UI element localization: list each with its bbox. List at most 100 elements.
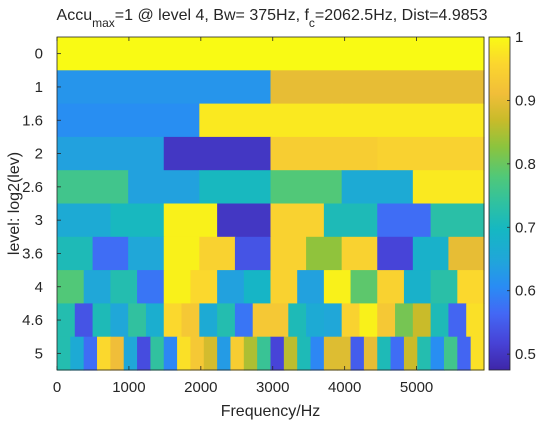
heatmap-cell: [430, 203, 485, 238]
colorbar-tick-label: 0.9: [515, 92, 536, 109]
heatmap-cell: [403, 270, 432, 304]
heatmap-cell: [270, 203, 325, 238]
y-tick-label: 2.6: [22, 179, 43, 196]
heatmap-cell: [412, 236, 450, 271]
colorbar-tick-label: 0.7: [515, 219, 536, 236]
heatmap-cell: [390, 336, 405, 371]
heatmap-cell: [466, 303, 485, 338]
heatmap-cell: [57, 170, 129, 205]
heatmap-cell: [337, 336, 352, 371]
heatmap-cell: [443, 336, 458, 371]
x-tick-label: 4000: [328, 379, 361, 396]
heatmap-cell: [217, 303, 236, 338]
heatmap-cell: [203, 336, 218, 371]
heatmap-cell: [270, 236, 307, 271]
heatmap-cell: [341, 303, 361, 338]
heatmap-cell: [448, 236, 485, 271]
heatmap-cell: [128, 303, 147, 338]
heatmap-cell: [199, 303, 218, 338]
heatmap-cell: [190, 270, 218, 304]
heatmap-cell: [377, 136, 485, 171]
heatmap-cell: [430, 303, 450, 338]
heatmap-cell: [323, 303, 343, 338]
heatmap-cell: [83, 270, 111, 304]
heatmap-cell: [57, 336, 71, 371]
heatmap-cell: [128, 236, 165, 271]
heatmap-cell: [123, 336, 138, 371]
heatmap-cell: [417, 336, 432, 371]
heatmap-cell: [150, 336, 165, 371]
heatmap-cell: [297, 336, 312, 371]
heatmap-cell: [92, 303, 111, 338]
heatmap-cell: [57, 103, 200, 138]
heatmap-cell: [57, 70, 272, 105]
heatmap-cell: [110, 303, 129, 338]
heatmap-cell: [457, 270, 485, 304]
heatmap-cell: [92, 236, 129, 271]
heatmap-cell: [177, 336, 192, 371]
heatmap-cell: [83, 336, 98, 371]
heatmap-cell: [57, 303, 76, 338]
y-tick-label: 0: [35, 46, 43, 63]
heatmap-cell: [234, 303, 254, 338]
y-tick-label: 3: [35, 212, 43, 229]
heatmap-cell: [377, 270, 405, 304]
heatmap-cell: [199, 236, 236, 271]
heatmap-cell: [341, 103, 485, 138]
heatmap-cell: [430, 270, 458, 304]
heatmap-cell: [163, 303, 183, 338]
x-tick-label: 1000: [112, 379, 145, 396]
y-tick-label: 3.6: [22, 245, 43, 262]
heatmap-cell: [199, 103, 343, 138]
heatmap-cell: [363, 336, 378, 371]
heatmap-cell: [110, 336, 125, 371]
heatmap-cell: [323, 270, 352, 304]
heatmap-cell: [470, 336, 485, 371]
heatmap-cell: [270, 303, 289, 338]
heatmap-cell: [57, 236, 94, 271]
colorbar-tick-label: 0.5: [515, 346, 536, 363]
heatmap-cell: [457, 336, 472, 371]
heatmap-cell: [448, 303, 467, 338]
title-subscript-c: c: [309, 16, 315, 30]
heatmap-cell: [110, 270, 138, 304]
y-axis: 0 1 1.6 2 2.6 3 3.6 4 4.6 5: [22, 46, 61, 362]
heatmap-cell: [234, 236, 272, 271]
y-tick-label: 5: [35, 345, 43, 362]
heatmap-cell: [137, 270, 165, 304]
heatmap-cell: [128, 170, 200, 205]
heatmap-cell: [243, 336, 258, 371]
y-tick-label: 2: [35, 146, 43, 163]
heatmap-cell: [163, 136, 272, 171]
heatmap-cell: [257, 336, 272, 371]
heatmap-cell: [341, 170, 414, 205]
heatmap-cell: [252, 303, 272, 338]
y-tick-label: 4.6: [22, 312, 43, 329]
heatmap-cell: [217, 270, 245, 304]
heatmap-cell: [270, 170, 343, 205]
heatmap-cell: [430, 336, 445, 371]
heatmap-cell: [57, 136, 165, 171]
heatmap-cell: [283, 336, 298, 371]
heatmap-cell: [145, 303, 165, 338]
heatmap-cell: [190, 336, 205, 371]
heatmap-cell: [217, 203, 272, 238]
heatmap-cell: [270, 270, 298, 304]
heatmap-cell: [350, 270, 378, 304]
heatmap-cell: [395, 303, 414, 338]
heatmap-cell: [412, 170, 485, 205]
heatmap-cell: [137, 336, 152, 371]
heatmap-cell: [74, 303, 94, 338]
heatmap-cell: [323, 203, 378, 238]
colorbar-tick-label: 1: [515, 29, 523, 46]
heatmap-cell: [57, 270, 85, 304]
colorbar-tick-label: 0.6: [515, 283, 536, 300]
colorbar-ticks: 0.5 0.6 0.7 0.8 0.9 1: [507, 29, 536, 363]
heatmap-cell: [323, 336, 338, 371]
heatmap-cell: [377, 303, 396, 338]
title-subscript-max: max: [92, 16, 115, 30]
x-axis-label: Frequency/Hz: [221, 403, 321, 420]
heatmap-cell: [57, 37, 485, 71]
heatmap-cell: [377, 203, 432, 238]
